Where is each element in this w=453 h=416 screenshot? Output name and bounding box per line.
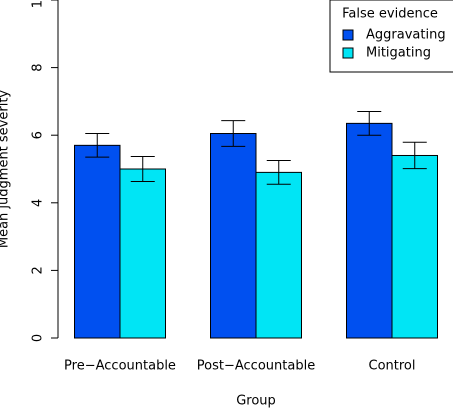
y-tick-label: 2: [31, 266, 46, 274]
legend-swatch: [342, 47, 354, 59]
bar: [210, 133, 257, 339]
y-tick-label: 0: [31, 334, 46, 342]
legend-swatch: [342, 29, 354, 41]
bar: [255, 171, 302, 339]
legend-label: Aggravating: [366, 28, 446, 43]
error-bar: [402, 141, 427, 170]
legend-title: False evidence: [342, 7, 438, 22]
x-axis-label: Group: [236, 394, 276, 409]
x-tick-label: Pre−Accountable: [64, 359, 176, 374]
error-bar: [221, 120, 246, 147]
x-tick-label: Control: [369, 359, 416, 374]
legend-label: Mitigating: [366, 46, 431, 61]
y-tick-label: 6: [31, 131, 46, 139]
error-bar: [357, 111, 382, 136]
bar: [119, 168, 166, 339]
bar: [391, 154, 438, 339]
y-tick-label: 8: [31, 63, 46, 71]
x-tick-label: Post−Accountable: [197, 359, 315, 374]
bar: [346, 122, 393, 339]
error-bar: [85, 133, 110, 158]
y-axis-label: Mean judgment severity: [0, 90, 12, 249]
error-bar: [266, 160, 291, 185]
error-bar: [130, 155, 155, 183]
bar: [74, 144, 121, 339]
y-tick-label: 10: [31, 0, 46, 8]
y-tick-label: 4: [31, 199, 46, 207]
